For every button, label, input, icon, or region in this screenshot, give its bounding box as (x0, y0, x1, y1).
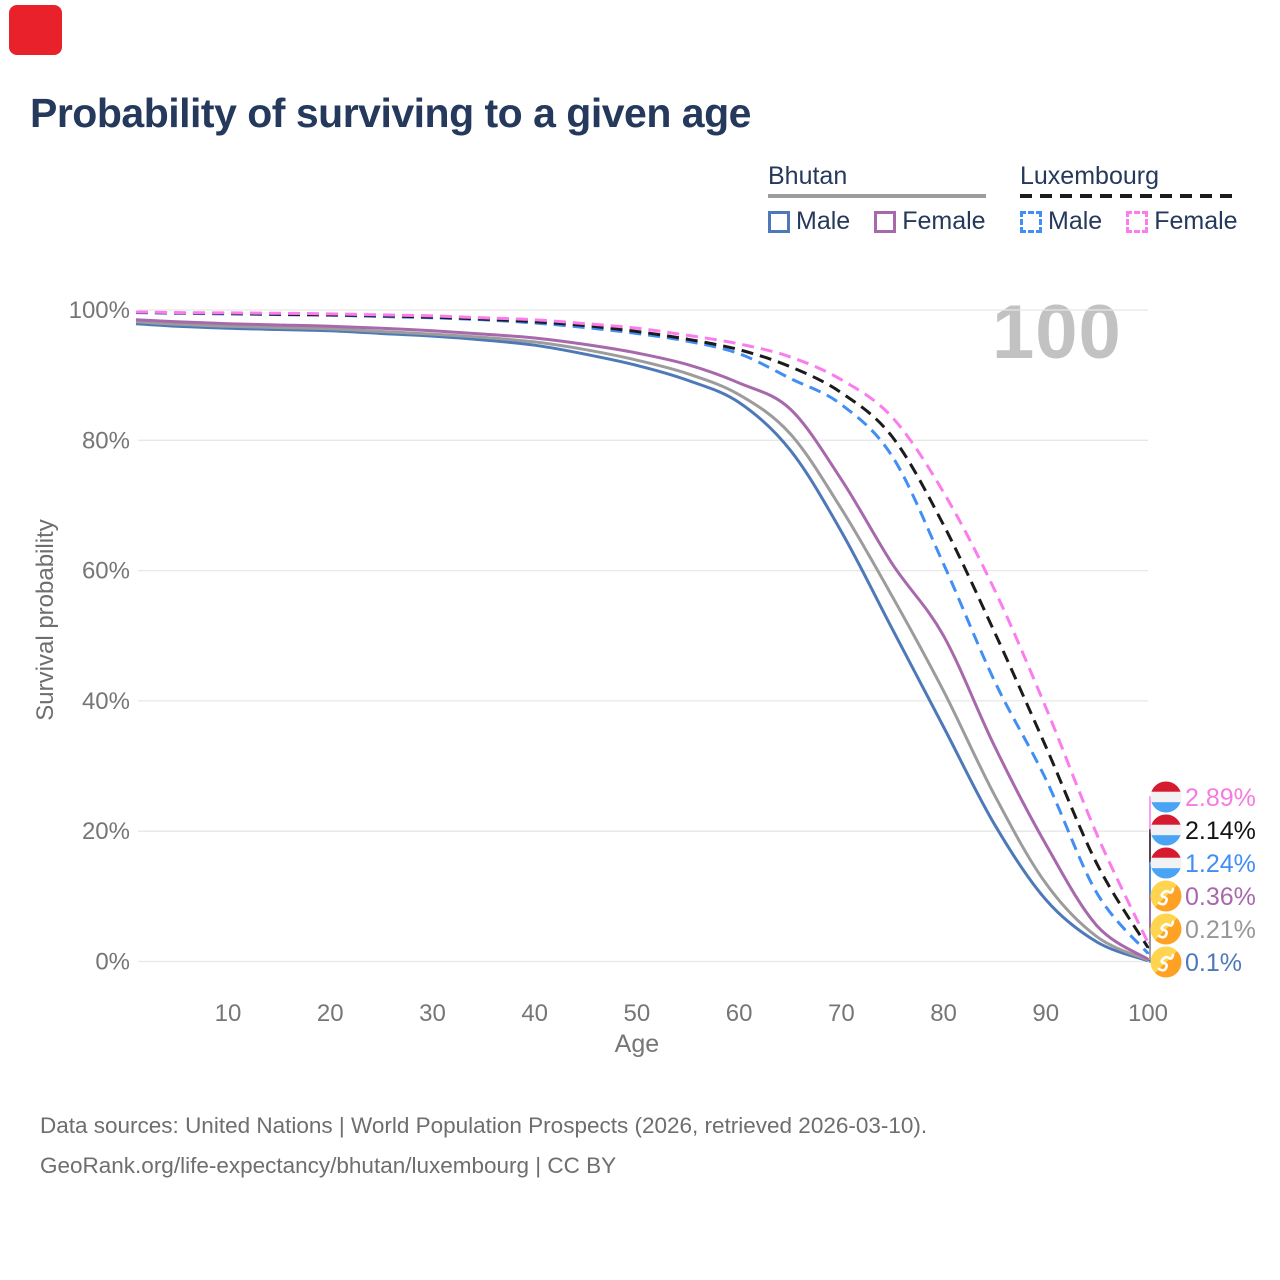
end-label-bhutan-total[interactable]: 0.21% (1148, 913, 1256, 961)
x-tick-label: 100 (1128, 1000, 1168, 1027)
y-tick-label: 80% (82, 427, 130, 454)
end-label-bhutan-male[interactable]: 0.1% (1148, 946, 1242, 978)
y-tick-label: 40% (82, 688, 130, 715)
legend-item-label: Female (902, 207, 986, 235)
footer-data-sources: Data sources: United Nations | World Pop… (40, 1113, 928, 1138)
end-label-luxembourg-total[interactable]: 2.14% (1148, 814, 1256, 949)
legend-country-label-luxembourg: Luxembourg (1020, 162, 1159, 190)
end-label-value: 0.1% (1185, 949, 1242, 977)
legend-item-label: Male (1048, 207, 1103, 235)
end-label-value: 2.14% (1185, 817, 1256, 845)
legend-item-bhutan-female[interactable]: Female (874, 207, 986, 236)
y-tick-label: 0% (95, 949, 130, 976)
line-luxembourg-total[interactable] (135, 310, 1150, 949)
end-label-value: 1.24% (1185, 850, 1256, 878)
watermark-age: 100 (992, 290, 1122, 375)
x-tick-label: 80 (930, 1000, 957, 1027)
recording-badge (9, 5, 62, 55)
end-label-value: 0.21% (1185, 916, 1256, 944)
end-label-bhutan-female[interactable]: 0.36% (1148, 880, 1256, 960)
x-tick-label: 20 (317, 1000, 344, 1027)
legend-item-luxembourg-male[interactable]: Male (1020, 207, 1102, 236)
page-title: Probability of surviving to a given age (30, 90, 751, 136)
legend-group-luxembourg: Luxembourg Male Female (1020, 162, 1238, 236)
x-tick-label: 50 (624, 1000, 651, 1027)
x-axis-title: Age (615, 1030, 659, 1058)
end-label-value: 2.89% (1185, 784, 1256, 812)
line-luxembourg-male[interactable] (135, 311, 1150, 955)
x-tick-label: 70 (828, 1000, 855, 1027)
end-label-value: 0.36% (1185, 883, 1256, 911)
y-tick-label: 20% (82, 818, 130, 845)
bhutan-flag-icon (1150, 913, 1182, 945)
label-connector (1148, 928, 1151, 961)
legend-country-label-bhutan: Bhutan (768, 162, 848, 190)
legend-item-label: Male (796, 207, 851, 235)
x-tick-label: 40 (521, 1000, 548, 1027)
footer-attribution: GeoRank.org/life-expectancy/bhutan/luxem… (40, 1153, 617, 1178)
luxembourg-flag-icon (1150, 847, 1182, 879)
x-tick-label: 10 (215, 1000, 242, 1027)
y-tick-label: 60% (82, 558, 130, 585)
x-tick-label: 30 (419, 1000, 446, 1027)
legend-group-bhutan: Bhutan Male Female (768, 162, 986, 236)
end-label-luxembourg-female[interactable]: 2.89% (1148, 781, 1256, 944)
line-bhutan-male[interactable] (135, 322, 1149, 963)
line-bhutan-female[interactable] (135, 318, 1149, 961)
x-tick-label: 90 (1032, 1000, 1059, 1027)
bhutan-flag-icon (1150, 880, 1182, 912)
line-luxembourg-female[interactable] (135, 310, 1150, 944)
bhutan-flag-icon (1150, 946, 1182, 978)
legend-item-label: Female (1154, 207, 1238, 235)
luxembourg-flag-icon (1150, 814, 1182, 846)
end-label-luxembourg-male[interactable]: 1.24% (1148, 847, 1256, 955)
footer: Data sources: United Nations | World Pop… (40, 1106, 927, 1186)
legend-swatch-luxembourg-male (1020, 210, 1042, 233)
y-tick-label: 100% (69, 297, 130, 324)
legend-swatch-bhutan-female (874, 210, 897, 233)
line-bhutan-total[interactable] (135, 320, 1149, 962)
legend-country-underline-bhutan (768, 194, 986, 198)
x-tick-label: 60 (726, 1000, 753, 1027)
legend-swatch-luxembourg-female (1126, 210, 1149, 233)
legend-swatch-bhutan-male (768, 210, 790, 233)
luxembourg-flag-icon (1150, 781, 1182, 813)
legend-item-bhutan-male[interactable]: Male (768, 207, 850, 236)
legend-item-luxembourg-female[interactable]: Female (1126, 207, 1238, 236)
legend-country-underline-luxembourg (1020, 194, 1238, 198)
